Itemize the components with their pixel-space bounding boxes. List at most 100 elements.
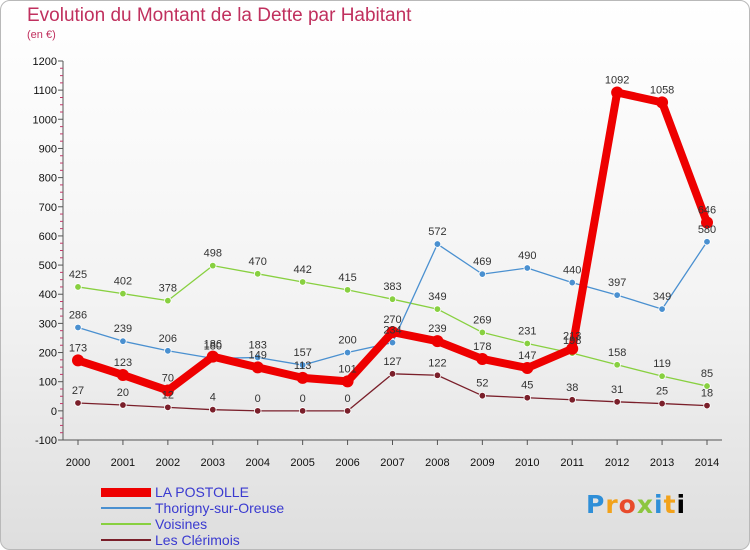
chart-series [72, 86, 713, 415]
data-point-voisines [478, 328, 487, 337]
data-label-la-postolle: 173 [69, 342, 87, 354]
x-tick-label: 2007 [380, 457, 404, 469]
legend-swatch-voisines [101, 523, 151, 525]
y-tick-label: 200 [39, 348, 57, 360]
data-point-thorigny-sur-oreuse [523, 264, 531, 272]
data-label-thorigny-sur-oreuse: 157 [293, 347, 311, 359]
data-label-thorigny-sur-oreuse: 183 [249, 339, 267, 351]
data-point-les-clerimois [209, 405, 217, 414]
data-label-la-postolle: 239 [428, 323, 446, 335]
data-point-thorigny-sur-oreuse [433, 240, 442, 248]
data-label-la-postolle: 113 [294, 360, 312, 372]
data-label-thorigny-sur-oreuse: 469 [473, 256, 491, 268]
data-label-voisines: 85 [701, 368, 713, 380]
data-point-les-clerimois [568, 396, 576, 404]
data-point-la-postolle [386, 326, 399, 339]
data-point-voisines [613, 361, 621, 369]
data-point-la-postolle [296, 371, 309, 384]
data-label-voisines: 425 [69, 269, 87, 281]
data-point-thorigny-sur-oreuse [703, 238, 711, 246]
data-point-voisines [119, 289, 127, 298]
data-label-voisines: 402 [114, 276, 132, 288]
data-point-voisines [703, 382, 711, 390]
data-point-thorigny-sur-oreuse [164, 347, 172, 355]
data-label-voisines: 158 [608, 347, 626, 359]
y-tick-label: 700 [39, 202, 57, 214]
logo-letter: t [663, 490, 677, 519]
data-label-la-postolle: 147 [518, 350, 536, 362]
data-label-les-clerimois: 27 [72, 385, 84, 397]
logo-letter: P [586, 490, 606, 519]
legend-label: LA POSTOLLE [155, 484, 249, 500]
data-label-thorigny-sur-oreuse: 239 [114, 323, 132, 335]
data-point-voisines [298, 278, 307, 286]
x-tick-label: 2013 [650, 457, 674, 469]
data-point-thorigny-sur-oreuse [254, 353, 262, 362]
data-label-voisines: 269 [473, 314, 491, 326]
data-point-les-clerimois [613, 398, 621, 406]
data-label-thorigny-sur-oreuse: 572 [428, 226, 446, 238]
data-point-les-clerimois [298, 407, 307, 415]
data-label-les-clerimois: 38 [566, 382, 578, 394]
data-label-la-postolle: 186 [204, 339, 222, 351]
x-tick-label: 2006 [335, 457, 359, 469]
data-label-les-clerimois: 25 [656, 386, 668, 398]
data-label-les-clerimois: 31 [611, 384, 623, 396]
logo-letter: r [605, 490, 619, 519]
data-point-la-postolle [206, 350, 219, 363]
logo-letter: i [676, 490, 687, 519]
data-label-voisines: 378 [159, 283, 177, 295]
data-label-les-clerimois: 45 [521, 380, 533, 392]
data-label-les-clerimois: 127 [383, 356, 401, 368]
data-point-les-clerimois [388, 370, 397, 378]
data-label-thorigny-sur-oreuse: 490 [518, 250, 536, 262]
data-point-la-postolle [566, 342, 579, 355]
data-label-voisines: 415 [338, 272, 356, 284]
y-tick-label: 800 [39, 173, 57, 185]
chart-subtitle: (en €) [27, 29, 56, 41]
data-label-voisines: 119 [653, 358, 671, 370]
x-tick-label: 2010 [515, 457, 539, 469]
data-point-voisines [343, 286, 352, 294]
y-tick-label: 0 [51, 406, 57, 418]
x-tick-label: 2012 [605, 457, 629, 469]
data-point-les-clerimois [523, 394, 531, 402]
data-point-la-postolle [116, 368, 129, 381]
data-point-les-clerimois [74, 399, 82, 407]
y-tick-label: 500 [39, 260, 57, 272]
y-tick-label: 1000 [33, 114, 57, 126]
data-label-voisines: 498 [204, 248, 222, 260]
data-point-thorigny-sur-oreuse [568, 278, 576, 287]
data-label-les-clerimois: 12 [162, 389, 174, 401]
y-tick-label: 1100 [33, 85, 57, 97]
data-label-la-postolle: 270 [383, 314, 401, 326]
data-point-les-clerimois [658, 399, 666, 408]
x-tick-label: 2004 [245, 457, 269, 469]
data-point-les-clerimois [343, 407, 352, 415]
data-label-les-clerimois: 0 [255, 393, 261, 405]
data-point-thorigny-sur-oreuse [119, 337, 127, 345]
data-label-thorigny-sur-oreuse: 580 [698, 224, 716, 236]
data-label-thorigny-sur-oreuse: 200 [338, 335, 356, 347]
data-point-les-clerimois [254, 407, 262, 415]
x-tick-label: 2005 [290, 457, 314, 469]
data-label-voisines: 349 [428, 291, 446, 303]
x-tick-label: 2001 [111, 457, 135, 469]
x-tick-label: 2003 [201, 457, 225, 469]
legend-label: Voisines [155, 516, 208, 532]
proxiti-logo: Proxiti [586, 490, 686, 519]
data-point-la-postolle [251, 361, 264, 374]
data-point-la-postolle [341, 375, 354, 388]
legend-label: Thorigny-sur-Oreuse [155, 500, 285, 516]
chart-axes: -100010020030040050060070080090010001100… [33, 56, 722, 469]
data-label-thorigny-sur-oreuse: 440 [563, 265, 581, 277]
legend-swatch-thorigny [101, 507, 151, 509]
logo-letter: i [654, 490, 664, 519]
y-tick-label: 400 [39, 289, 57, 301]
logo-letter: x [636, 490, 654, 519]
data-label-les-clerimois: 52 [476, 378, 488, 390]
data-label-la-postolle: 70 [162, 372, 174, 384]
data-point-thorigny-sur-oreuse [388, 338, 397, 347]
y-tick-label: 1200 [33, 56, 57, 68]
